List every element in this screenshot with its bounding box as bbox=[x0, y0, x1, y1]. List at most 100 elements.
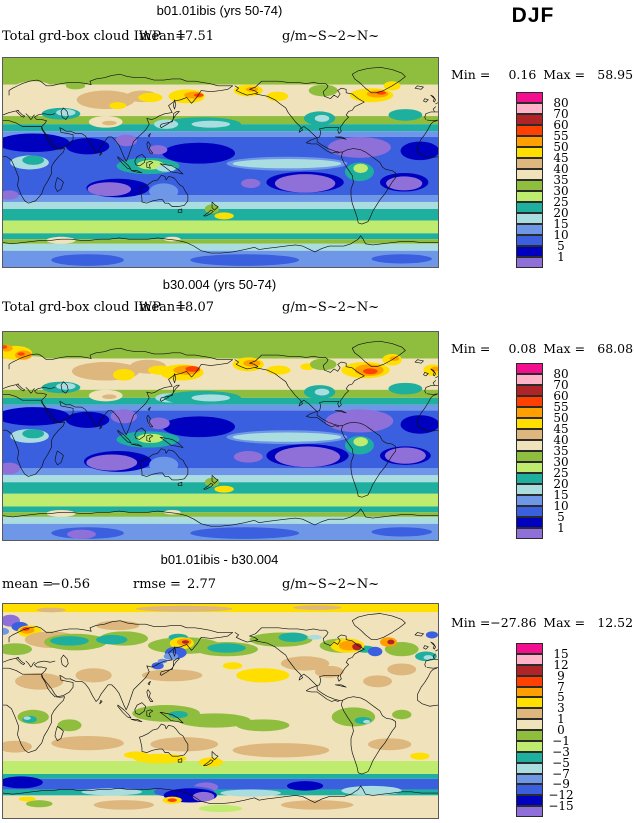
coastline-path bbox=[234, 80, 365, 154]
contour-region bbox=[363, 675, 393, 688]
contour-region bbox=[162, 416, 235, 438]
colorbar-tick-label: 45 bbox=[553, 151, 569, 165]
contour-region bbox=[325, 409, 394, 433]
colorbar-tick-label: 70 bbox=[553, 107, 569, 121]
coastline-path bbox=[146, 414, 154, 428]
colorbar-tick-label: 5 bbox=[557, 690, 565, 705]
contour-band bbox=[3, 220, 438, 234]
colorbar-swatch bbox=[516, 114, 543, 125]
coastline-path bbox=[234, 354, 365, 428]
contour-region bbox=[3, 627, 10, 635]
colorbar-1 bbox=[516, 92, 543, 268]
contour-region bbox=[363, 719, 371, 724]
panel-1-minmax: Min = 0.16 Max = 58.95 bbox=[451, 67, 633, 82]
colorbar-tick-label: 12 bbox=[553, 657, 569, 672]
coastline-path bbox=[99, 699, 103, 705]
colorbar-swatch bbox=[516, 136, 543, 147]
coastline-path bbox=[432, 653, 436, 660]
colorbar-tick-label: 15 bbox=[553, 488, 569, 502]
colorbar-tick-label: 55 bbox=[553, 400, 569, 414]
contour-region bbox=[25, 800, 53, 808]
colorbar-3 bbox=[516, 643, 543, 817]
coastline-path bbox=[430, 368, 436, 377]
contour-region bbox=[178, 713, 251, 728]
contour-region bbox=[198, 804, 243, 813]
panel-3-minmax: Min =−27.86 Max = 12.52 bbox=[451, 615, 634, 630]
contour-region bbox=[387, 639, 395, 645]
colorbar-tick-label: 10 bbox=[553, 499, 569, 513]
coastline-path bbox=[203, 483, 214, 490]
contour-region bbox=[167, 798, 177, 802]
coastline-path bbox=[146, 161, 154, 169]
contour-region bbox=[149, 456, 179, 473]
rmse-label: rmse = bbox=[133, 577, 181, 592]
contour-band bbox=[3, 506, 438, 513]
colorbar-tick-label: 35 bbox=[553, 444, 569, 458]
coastline-path bbox=[8, 73, 233, 96]
contour-region bbox=[232, 743, 330, 758]
contour-region bbox=[207, 643, 246, 653]
coastline-path bbox=[424, 111, 438, 120]
coastline-path bbox=[134, 427, 146, 440]
contour-region bbox=[151, 662, 164, 670]
contour-region bbox=[115, 134, 138, 147]
coastline-path bbox=[351, 66, 406, 94]
contour-region bbox=[181, 640, 190, 644]
coastline-path bbox=[255, 640, 340, 701]
coastline-path bbox=[435, 376, 438, 378]
colorbar-swatch bbox=[516, 708, 543, 720]
contour-region bbox=[278, 632, 308, 643]
coastline-path bbox=[147, 406, 151, 411]
coastline-path bbox=[423, 372, 429, 377]
map-canvas-3 bbox=[2, 603, 439, 819]
contour-band bbox=[3, 778, 438, 790]
contour-region bbox=[17, 352, 25, 356]
contour-region bbox=[22, 155, 45, 165]
contour-region bbox=[384, 447, 426, 464]
contour-region bbox=[137, 433, 164, 443]
contour-band bbox=[3, 516, 438, 524]
coastline-path bbox=[60, 107, 69, 120]
coastline-path bbox=[25, 660, 35, 668]
coastline-path bbox=[417, 120, 438, 159]
contour-region bbox=[15, 672, 64, 690]
contour-region bbox=[3, 407, 70, 426]
contour-region bbox=[86, 454, 138, 471]
colorbar-swatch bbox=[516, 125, 543, 136]
contour-region bbox=[109, 102, 127, 110]
contour-band bbox=[3, 512, 438, 517]
coastline-path bbox=[424, 658, 438, 668]
contour-region bbox=[192, 791, 215, 802]
contour-band bbox=[3, 774, 438, 779]
coastline-path bbox=[134, 702, 146, 715]
coastline-path bbox=[255, 93, 340, 153]
coastline-path bbox=[139, 723, 189, 757]
coastline-path bbox=[430, 641, 436, 650]
coastline-path bbox=[173, 99, 177, 110]
colorbar-swatch bbox=[516, 374, 543, 385]
contour-region bbox=[341, 785, 402, 796]
coastline-path bbox=[15, 109, 26, 118]
contour-region bbox=[266, 91, 289, 101]
contour-region bbox=[3, 190, 19, 200]
max-value: 12.52 bbox=[597, 615, 634, 630]
colorbar-swatch bbox=[516, 762, 543, 774]
contour-region bbox=[387, 663, 417, 676]
contour-region bbox=[232, 159, 342, 169]
colorbar-tick-label: 45 bbox=[553, 422, 569, 436]
coastline-path bbox=[159, 111, 180, 128]
contour-region bbox=[193, 93, 204, 97]
coastline-path bbox=[211, 751, 219, 761]
colorbar-swatch bbox=[516, 385, 543, 396]
contour-region bbox=[57, 719, 82, 732]
contour-band bbox=[3, 760, 438, 775]
contour-region bbox=[204, 204, 220, 214]
contour-region bbox=[245, 87, 258, 92]
contour-region bbox=[314, 665, 344, 678]
colorbar-tick-label: −1 bbox=[552, 733, 570, 748]
colorbar-swatch bbox=[516, 213, 543, 224]
contour-band bbox=[3, 58, 438, 85]
colorbar-tick-label: 20 bbox=[553, 206, 569, 220]
colorbar-tick-label: 50 bbox=[553, 140, 569, 154]
contour-region bbox=[141, 669, 203, 682]
